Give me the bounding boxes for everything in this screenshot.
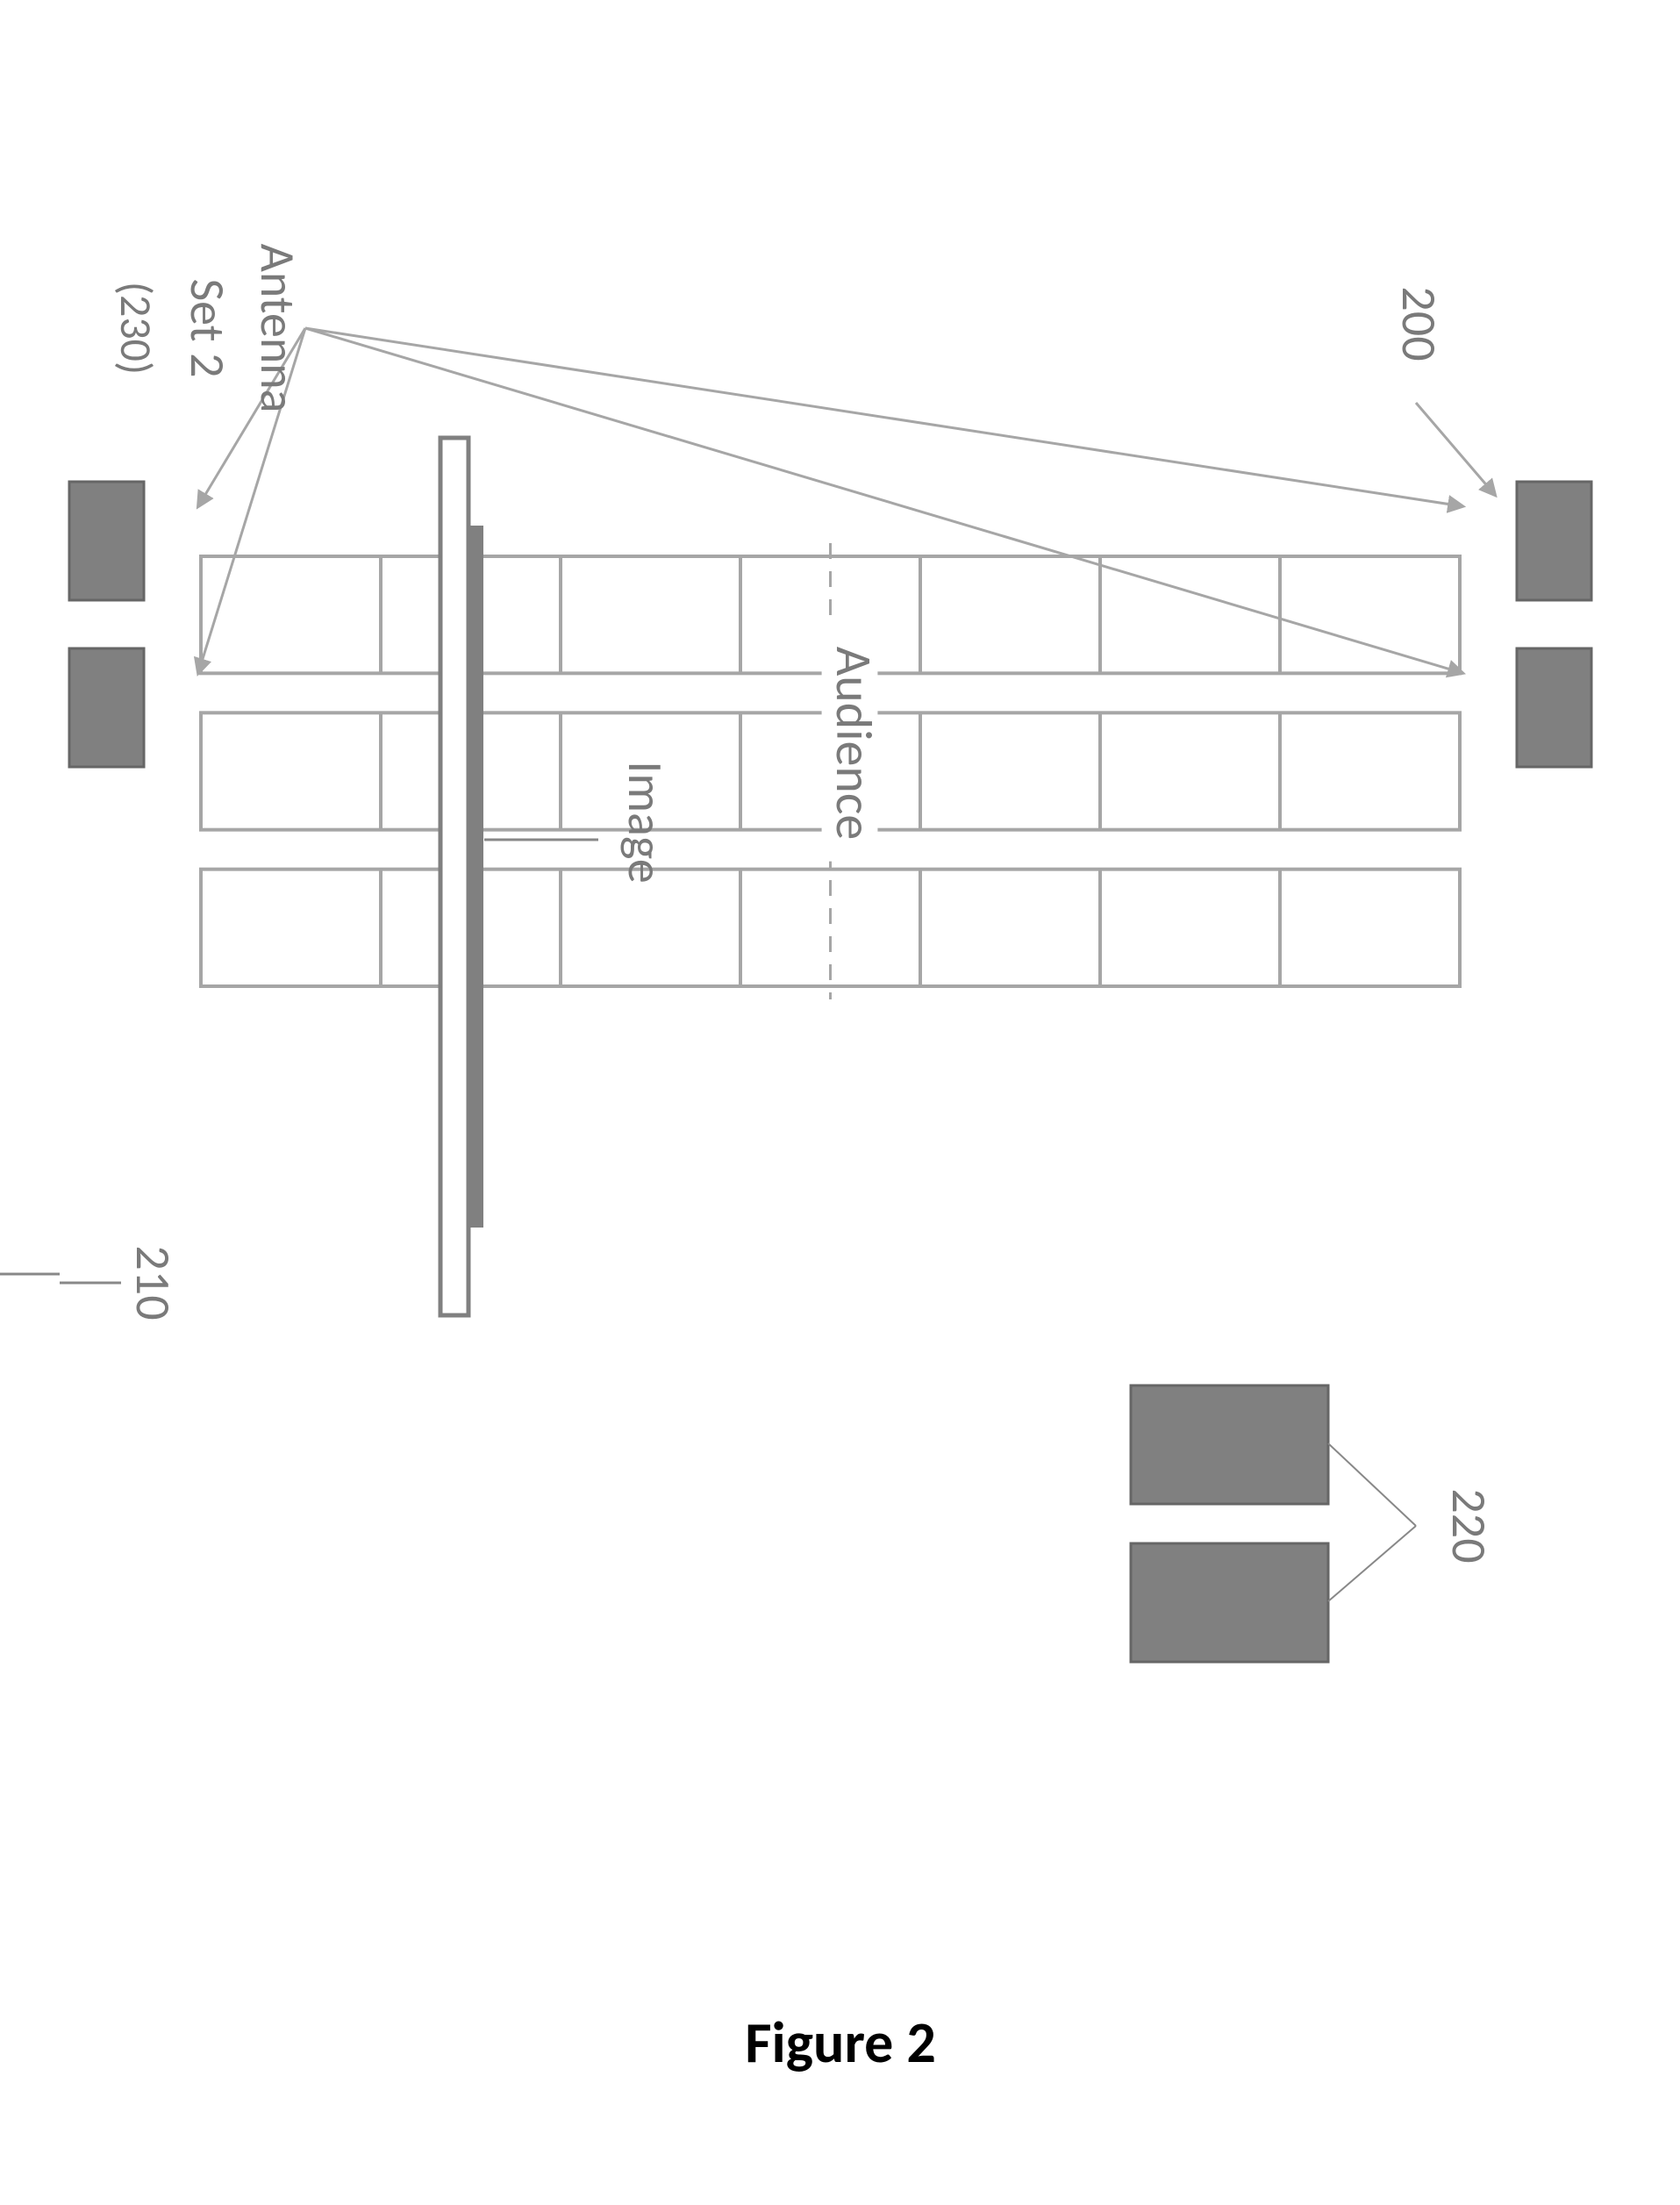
label-audience: Audience [823, 647, 885, 841]
antenna-set1-box-1 [1131, 1543, 1328, 1662]
label-image: Image [615, 761, 675, 883]
antenna-set2-box-2 [69, 482, 144, 600]
image-bar [468, 526, 483, 1228]
screen-rect [440, 438, 468, 1315]
ref220-line-0 [1328, 1443, 1416, 1526]
ref-210: 210 [123, 1245, 182, 1320]
scene: 200ImageScreen210220AntennaSet 1AntennaS… [0, 244, 1591, 1663]
ref220-line-1 [1328, 1526, 1416, 1601]
label-antenna-set2-b: Set 2 [177, 278, 237, 377]
ref-200: 200 [1389, 286, 1448, 361]
figure-title: Figure 2 [745, 2007, 936, 2078]
label-antenna-set1-a: Antenna [0, 1370, 14, 1539]
label-antenna-set2-a: Antenna [247, 244, 307, 413]
antenna-set2-box-3 [69, 648, 144, 767]
ant2-arrow-0 [305, 328, 1462, 506]
antenna-set2-box-0 [1517, 482, 1591, 600]
ref-220: 220 [1439, 1488, 1498, 1563]
label-antenna-set2-ref: (230) [109, 282, 162, 375]
ref200-arrow [1416, 403, 1495, 495]
antenna-set2-box-1 [1517, 648, 1591, 767]
antenna-set1-box-0 [1131, 1385, 1328, 1504]
